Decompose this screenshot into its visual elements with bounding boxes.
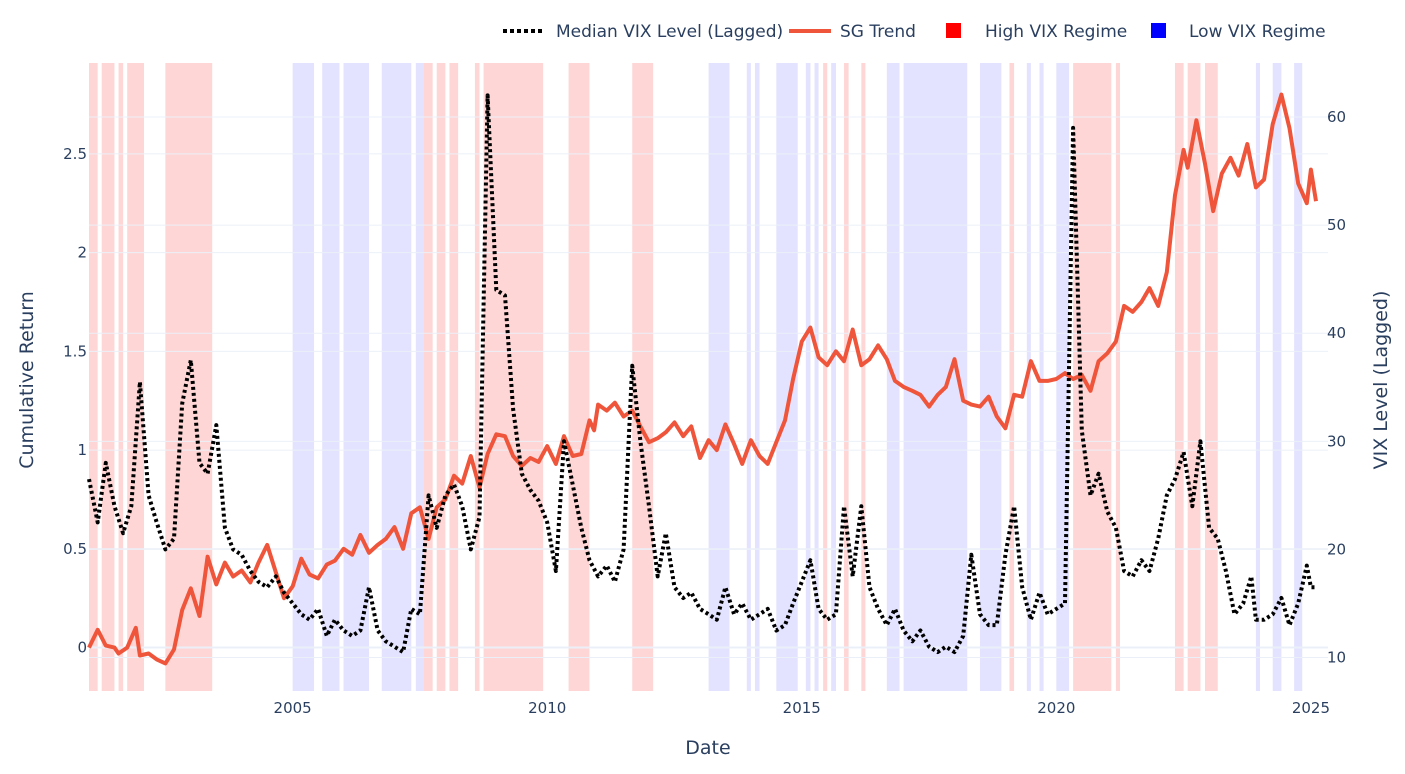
high-vix-band-6	[436, 63, 446, 691]
legend-label-low-vix: Low VIX Regime	[1189, 22, 1326, 42]
high-vix-band-20	[1187, 63, 1201, 691]
high-vix-band-18	[1115, 63, 1120, 691]
high-vix-band-0	[89, 63, 98, 691]
y2-axis-ticks: 10 20 30 40 50 60	[1327, 108, 1346, 666]
low-vix-band-9	[805, 63, 811, 691]
low-vix-band-18	[1255, 63, 1260, 691]
high-vix-band-3	[127, 63, 144, 691]
high-vix-band-21	[1205, 63, 1218, 691]
high-vix-band-7	[449, 63, 459, 691]
x-tick-label: 2020	[1037, 699, 1075, 717]
high-vix-band-1	[101, 63, 115, 691]
high-vix-band-15	[861, 63, 866, 691]
x-tick-label: 2025	[1292, 699, 1330, 717]
y-tick-label: 0	[77, 639, 87, 657]
high-vix-band-10	[568, 63, 590, 691]
y2-tick-label: 10	[1327, 648, 1346, 666]
low-vix-band-14	[979, 63, 1002, 691]
y-tick-label: 2	[77, 244, 87, 262]
high-vix-band-11	[632, 63, 654, 691]
legend-label-sg-trend: SG Trend	[840, 22, 916, 42]
y2-tick-label: 50	[1327, 216, 1346, 234]
x-tick-label: 2005	[274, 699, 312, 717]
low-vix-band-16	[1039, 63, 1044, 691]
x-axis-title: Date	[685, 737, 730, 759]
legend-item-low-vix[interactable]: Low VIX Regime	[1151, 22, 1326, 42]
median-vix-line	[87, 93, 1316, 655]
y-tick-label: 1.5	[63, 342, 87, 360]
high-vix-band-16	[1009, 63, 1015, 691]
high-vix-band-8	[474, 63, 480, 691]
low-vix-band-5	[708, 63, 730, 691]
low-vix-band-7	[754, 63, 760, 691]
y-axis-ticks: 0 0.5 1 1.5 2 2.5	[63, 145, 87, 657]
low-vix-band-20	[1294, 63, 1303, 691]
y-tick-label: 2.5	[63, 145, 87, 163]
y2-tick-label: 60	[1327, 108, 1346, 126]
legend-item-median-vix[interactable]: Median VIX Level (Lagged)	[503, 22, 783, 42]
legend-swatch-low-vix	[1151, 23, 1166, 38]
y-tick-label: 1	[77, 441, 87, 459]
x-axis-ticks: 2005 2010 2015 2020 2025	[274, 699, 1330, 717]
legend-item-high-vix[interactable]: High VIX Regime	[946, 22, 1127, 42]
low-vix-band-19	[1272, 63, 1282, 691]
series-lines	[87, 92, 1318, 666]
low-vix-band-8	[776, 63, 798, 691]
legend-label-high-vix: High VIX Regime	[985, 22, 1127, 42]
legend-label-median-vix: Median VIX Level (Lagged)	[556, 22, 783, 42]
x-tick-label: 2015	[783, 699, 821, 717]
y-axis-title: Cumulative Return	[16, 291, 38, 469]
high-vix-band-12	[823, 63, 828, 691]
high-vix-band-2	[118, 63, 124, 691]
y2-tick-label: 20	[1327, 540, 1346, 558]
y2-tick-label: 40	[1327, 324, 1346, 342]
high-vix-band-14	[844, 63, 849, 691]
low-vix-band-4	[415, 63, 425, 691]
high-vix-band-19	[1174, 63, 1184, 691]
high-vix-band-9	[483, 63, 544, 691]
low-vix-band-6	[746, 63, 751, 691]
legend-item-sg-trend[interactable]: SG Trend	[789, 22, 916, 42]
legend[interactable]: Median VIX Level (Lagged) SG Trend High …	[503, 22, 1326, 42]
y-tick-label: 0.5	[63, 540, 87, 558]
low-vix-band-2	[343, 63, 370, 691]
x-tick-label: 2010	[528, 699, 566, 717]
low-vix-band-1	[322, 63, 340, 691]
low-vix-band-0	[292, 63, 315, 691]
y2-axis-title: VIX Level (Lagged)	[1370, 291, 1392, 470]
high-vix-band-5	[424, 63, 433, 691]
low-vix-band-3	[381, 63, 412, 691]
legend-swatch-high-vix	[946, 23, 961, 38]
regime-bands	[89, 63, 1303, 691]
sg-trend-line	[87, 92, 1318, 666]
y2-tick-label: 30	[1327, 432, 1346, 450]
low-vix-band-10	[814, 63, 819, 691]
low-vix-band-11	[831, 63, 836, 691]
